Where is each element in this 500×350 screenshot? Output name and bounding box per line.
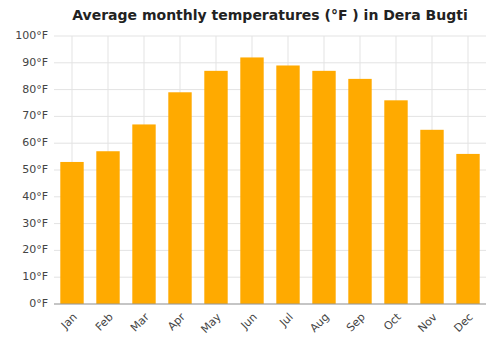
x-tick-label: Sep [344,311,368,335]
y-tick-label: 100°F [15,29,48,42]
x-axis-line [54,304,486,305]
bar [456,154,479,304]
x-tick-label: Mar [128,310,152,334]
y-tick-label: 60°F [22,136,48,149]
y-grid-line [54,36,486,37]
y-tick-label: 20°F [22,243,48,256]
bar [168,92,191,304]
chart-title: Average monthly temperatures (°F ) in De… [72,7,467,23]
x-tick-label: Jan [58,311,80,333]
bar [240,57,263,304]
chart-container: 0°F 10°F 20°F 30°F 40°F 50°F 60°F 70°F 80°F 90°F 1… [0,0,500,350]
bar [348,79,371,304]
y-grid-line [54,116,486,117]
y-grid-line [54,62,486,63]
bar [132,124,155,304]
chart-svg: 0°F 10°F 20°F 30°F 40°F 50°F 60°F 70°F 80°F 90°F 1… [0,0,500,350]
x-tick-label: Aug [307,311,331,335]
bar [420,130,443,304]
x-tick-label: Feb [93,311,116,334]
page: {"chart_data": {"type": "bar", "title": … [0,0,500,350]
y-tick-label: 30°F [22,217,48,230]
y-tick-label: 70°F [22,109,48,122]
x-tick-label: Oct [381,310,404,333]
y-tick-label: 10°F [22,270,48,283]
bar [96,151,119,304]
x-tick-label: Nov [415,310,440,335]
grid [54,36,486,304]
bar [60,162,83,304]
x-tick-label: Jul [276,311,295,330]
y-grid-line [54,89,486,90]
x-tick-label: Jun [238,311,260,333]
x-tick-label: May [198,310,224,336]
bar [204,71,227,304]
x-tick-label: Dec [452,311,476,335]
bar [276,65,299,304]
y-tick-label: 0°F [29,297,48,310]
bar [312,71,335,304]
bar [384,100,407,304]
y-grid-line [54,304,486,305]
y-tick-label: 40°F [22,190,48,203]
bars [60,57,479,304]
y-tick-label: 80°F [22,83,48,96]
x-tick-label: Apr [165,310,188,333]
y-tick-label: 50°F [22,163,48,176]
y-tick-label: 90°F [22,56,48,69]
